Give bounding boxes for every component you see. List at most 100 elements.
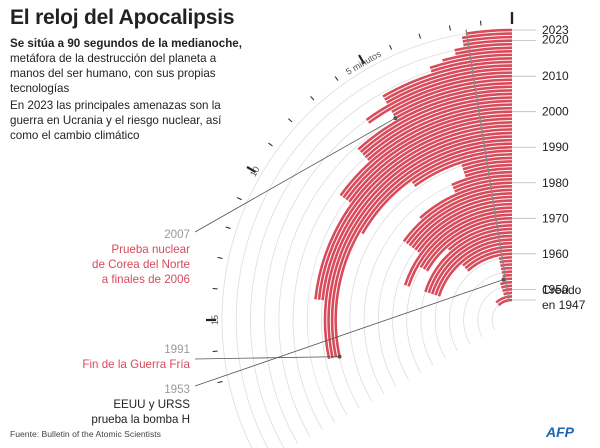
minute-tick [212, 288, 218, 290]
arc-bar [447, 224, 513, 251]
leader-2007 [194, 117, 396, 233]
minute-tick [212, 350, 218, 352]
arc-bar [413, 153, 513, 188]
arc-bar [499, 259, 513, 264]
year-label: 1970 [542, 211, 569, 225]
annotation-year: 1953 [164, 383, 190, 396]
arc-bar [417, 202, 513, 253]
minute-tick [418, 33, 422, 39]
annotation-text-line: de Corea del Norte [92, 258, 190, 271]
annotation-text-line: Fin de la Guerra Fría [82, 358, 190, 371]
annotation-text-line: a finales de 2006 [101, 273, 190, 286]
arc-bar [454, 177, 513, 193]
year-label: 1950 [542, 282, 569, 296]
arc-bar [461, 32, 513, 40]
arc-bar [500, 263, 513, 267]
annotation-text-line: EEUU y URSS [113, 398, 190, 411]
arc-bar [384, 64, 513, 101]
annotation-year: 1991 [164, 343, 190, 356]
grid-ring [463, 271, 513, 345]
arc-bar [452, 174, 513, 190]
arc-bar [419, 213, 513, 269]
arc-bar [367, 103, 513, 161]
arc-bar [495, 295, 513, 304]
grid-ring [491, 299, 513, 331]
arc-bar [463, 39, 513, 47]
arc-bar [451, 170, 513, 187]
annotation-2007: 2007 Prueba nuclear de Corea del Norte a… [92, 227, 190, 287]
minute-tick [389, 44, 393, 50]
source-note: Fuente: Bulletin of the Atomic Scientist… [10, 429, 161, 439]
annotation-year: 2007 [164, 228, 190, 241]
year-label: Creado [542, 283, 582, 297]
arc-bar [342, 110, 513, 199]
arc-bar [402, 185, 513, 243]
grid-ring [235, 43, 513, 448]
arc-bar [362, 96, 513, 156]
minute-tick [268, 142, 273, 147]
arc-bar [500, 266, 513, 271]
annotation-leaders [194, 116, 506, 387]
arc-bar [330, 138, 513, 358]
subtitle-rest: metáfora de la destrucción del planeta a… [10, 52, 217, 95]
arc-bar [317, 124, 513, 300]
arc-bar [442, 50, 513, 62]
year-label: 1980 [542, 176, 569, 190]
afp-logo: AFP [546, 424, 574, 440]
arc-bar [382, 60, 513, 98]
arc-bar [466, 252, 513, 272]
minute-tick [246, 166, 257, 173]
arc-bar [414, 199, 513, 251]
arc-bar [425, 220, 513, 272]
arc-bar [462, 35, 513, 43]
arc-bar [501, 270, 513, 274]
arc-bar [411, 195, 513, 249]
arc-bar [411, 149, 513, 185]
arc-bar [455, 46, 513, 55]
arc-bar [348, 117, 513, 203]
arc-bar [334, 142, 513, 357]
arc-bar [391, 78, 513, 114]
description: En 2023 las principales amenazas son la … [10, 99, 222, 142]
arc-bar [367, 74, 513, 124]
leader-2007-dot [393, 116, 398, 121]
arc-bar [359, 92, 513, 153]
leader-1953 [194, 279, 504, 387]
annotation-1953: 1953 EEUU y URSS prueba la bomba H [91, 382, 190, 427]
clock-hand [465, 12, 514, 301]
arc-bar [365, 71, 513, 121]
minute-tick [236, 197, 242, 201]
minute-tick [217, 381, 223, 384]
arc-bar [497, 298, 513, 307]
arc-bar [339, 106, 513, 197]
minute-label-10: 10 [248, 165, 262, 179]
arc-bar [405, 188, 513, 245]
arc-bar [422, 216, 513, 270]
year-label: 2000 [542, 105, 569, 119]
minute-label-15: 15 [210, 315, 220, 325]
arc-bar [408, 192, 513, 247]
minute-tick [225, 226, 231, 230]
leader-1953-dot [501, 277, 506, 282]
leader-1991 [194, 356, 340, 360]
minute-tick [448, 25, 451, 31]
year-label: 2010 [542, 69, 569, 83]
arc-bar [498, 256, 513, 261]
arc-bar [394, 85, 513, 120]
annotation-1991: 1991 Fin de la Guerra Fría [82, 342, 190, 372]
year-label: 2020 [542, 33, 569, 47]
arc-bar [502, 273, 513, 278]
minute-tick [334, 76, 339, 81]
clock-hand-line [465, 29, 510, 301]
subtitle: Se sitúa a 90 segundos de la medianoche,… [10, 36, 245, 96]
minute-tick [358, 54, 365, 65]
arc-bar [385, 67, 513, 104]
arc-bar [392, 81, 513, 117]
arc-bar [321, 128, 513, 301]
minute-tick [480, 20, 482, 26]
arc-bar [462, 245, 513, 267]
minute-tick [287, 118, 293, 123]
arc-bar [345, 113, 513, 201]
arc-bar [364, 99, 513, 159]
